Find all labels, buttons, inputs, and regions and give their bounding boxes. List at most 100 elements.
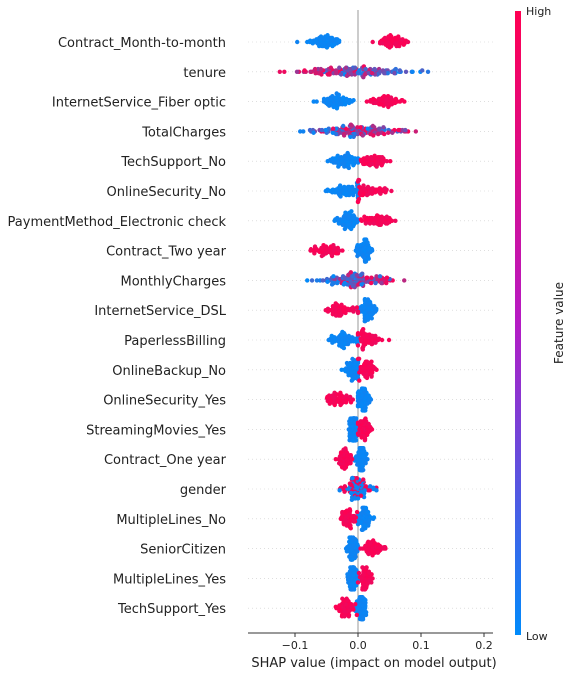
shap-point xyxy=(337,488,342,493)
shap-point xyxy=(294,69,300,75)
shap-point xyxy=(374,164,379,169)
feature-label: SeniorCitizen xyxy=(140,543,226,558)
shap-point xyxy=(363,66,368,72)
shap-point xyxy=(340,222,345,228)
shap-point xyxy=(390,38,395,43)
shap-point xyxy=(302,68,307,73)
shap-point xyxy=(354,272,360,278)
shap-point xyxy=(384,280,389,286)
shap-point xyxy=(369,374,374,379)
shap-point xyxy=(350,283,356,288)
shap-point xyxy=(329,35,335,41)
shap-point xyxy=(370,39,375,45)
shap-point xyxy=(326,249,332,255)
shap-point xyxy=(355,522,361,527)
shap-point xyxy=(344,360,350,366)
shap-point xyxy=(347,535,352,540)
shap-point xyxy=(344,450,349,455)
shap-point xyxy=(359,435,364,440)
shap-point xyxy=(337,65,342,70)
shap-point xyxy=(355,496,361,501)
shap-point xyxy=(355,243,360,248)
shap-point xyxy=(377,543,383,549)
shap-point xyxy=(354,476,360,481)
shap-point xyxy=(361,419,366,424)
shap-point xyxy=(354,509,360,515)
feature-label: PaymentMethod_Electronic check xyxy=(8,215,227,230)
shap-point xyxy=(341,161,347,167)
shap-point xyxy=(393,218,398,223)
shap-point xyxy=(350,305,356,310)
shap-point xyxy=(342,275,347,280)
shap-point xyxy=(378,222,383,228)
shap-point xyxy=(355,160,361,165)
shap-point xyxy=(323,244,329,249)
shap-point xyxy=(390,100,395,106)
shap-point xyxy=(355,70,361,76)
shap-point xyxy=(355,580,361,585)
shap-point xyxy=(345,341,351,347)
shap-point xyxy=(345,150,350,156)
shap-point xyxy=(360,617,365,622)
shap-point xyxy=(420,68,425,73)
shap-point xyxy=(320,43,325,49)
shap-point xyxy=(394,43,399,49)
shap-point xyxy=(330,156,335,161)
colorbar-high-label: High xyxy=(526,5,551,18)
shap-point xyxy=(379,154,385,160)
shap-point xyxy=(309,278,315,283)
shap-point xyxy=(343,446,348,451)
shap-point xyxy=(363,612,369,618)
shap-point xyxy=(364,432,370,437)
shap-point xyxy=(346,427,351,432)
shap-point xyxy=(348,226,354,232)
shap-point xyxy=(367,332,372,337)
shap-point xyxy=(340,248,345,253)
shap-point xyxy=(320,278,326,283)
x-tick-label: −0.1 xyxy=(282,639,309,652)
shap-point xyxy=(367,424,373,429)
shap-point xyxy=(333,95,339,100)
shap-point xyxy=(342,466,347,471)
shap-point xyxy=(352,65,358,70)
shap-point xyxy=(349,339,354,344)
shap-point xyxy=(364,565,369,570)
shap-point xyxy=(410,69,415,75)
feature-label: gender xyxy=(180,483,227,498)
shap-point xyxy=(342,509,348,515)
shap-point xyxy=(332,245,337,251)
shap-point xyxy=(362,319,367,324)
shap-point xyxy=(352,214,357,219)
shap-point xyxy=(346,373,351,378)
shap-point xyxy=(405,39,411,45)
colorbar: High Low Feature value xyxy=(515,5,566,643)
shap-point xyxy=(346,130,351,135)
shap-point xyxy=(348,461,353,466)
shap-point xyxy=(372,303,377,309)
shap-point xyxy=(369,359,374,364)
shap-point xyxy=(350,438,356,443)
shap-point xyxy=(355,253,360,259)
shap-point xyxy=(326,393,332,398)
shap-point xyxy=(348,134,353,139)
shap-point xyxy=(369,580,374,585)
shap-point xyxy=(338,390,343,396)
shap-point xyxy=(335,215,340,221)
shap-point xyxy=(340,123,346,129)
shap-point xyxy=(379,214,384,219)
shap-point xyxy=(371,96,376,102)
shap-point xyxy=(356,450,361,455)
shap-point xyxy=(325,187,330,192)
shap-point xyxy=(337,248,342,253)
shap-point xyxy=(355,404,361,409)
shap-point xyxy=(325,33,330,38)
shap-point xyxy=(330,126,336,131)
shap-point xyxy=(345,597,350,603)
shap-point xyxy=(348,270,354,275)
shap-point xyxy=(352,131,357,137)
shap-point xyxy=(344,192,349,198)
shap-point xyxy=(351,607,356,612)
shap-point xyxy=(361,408,367,413)
shap-point xyxy=(329,333,334,339)
shap-point xyxy=(348,122,354,127)
